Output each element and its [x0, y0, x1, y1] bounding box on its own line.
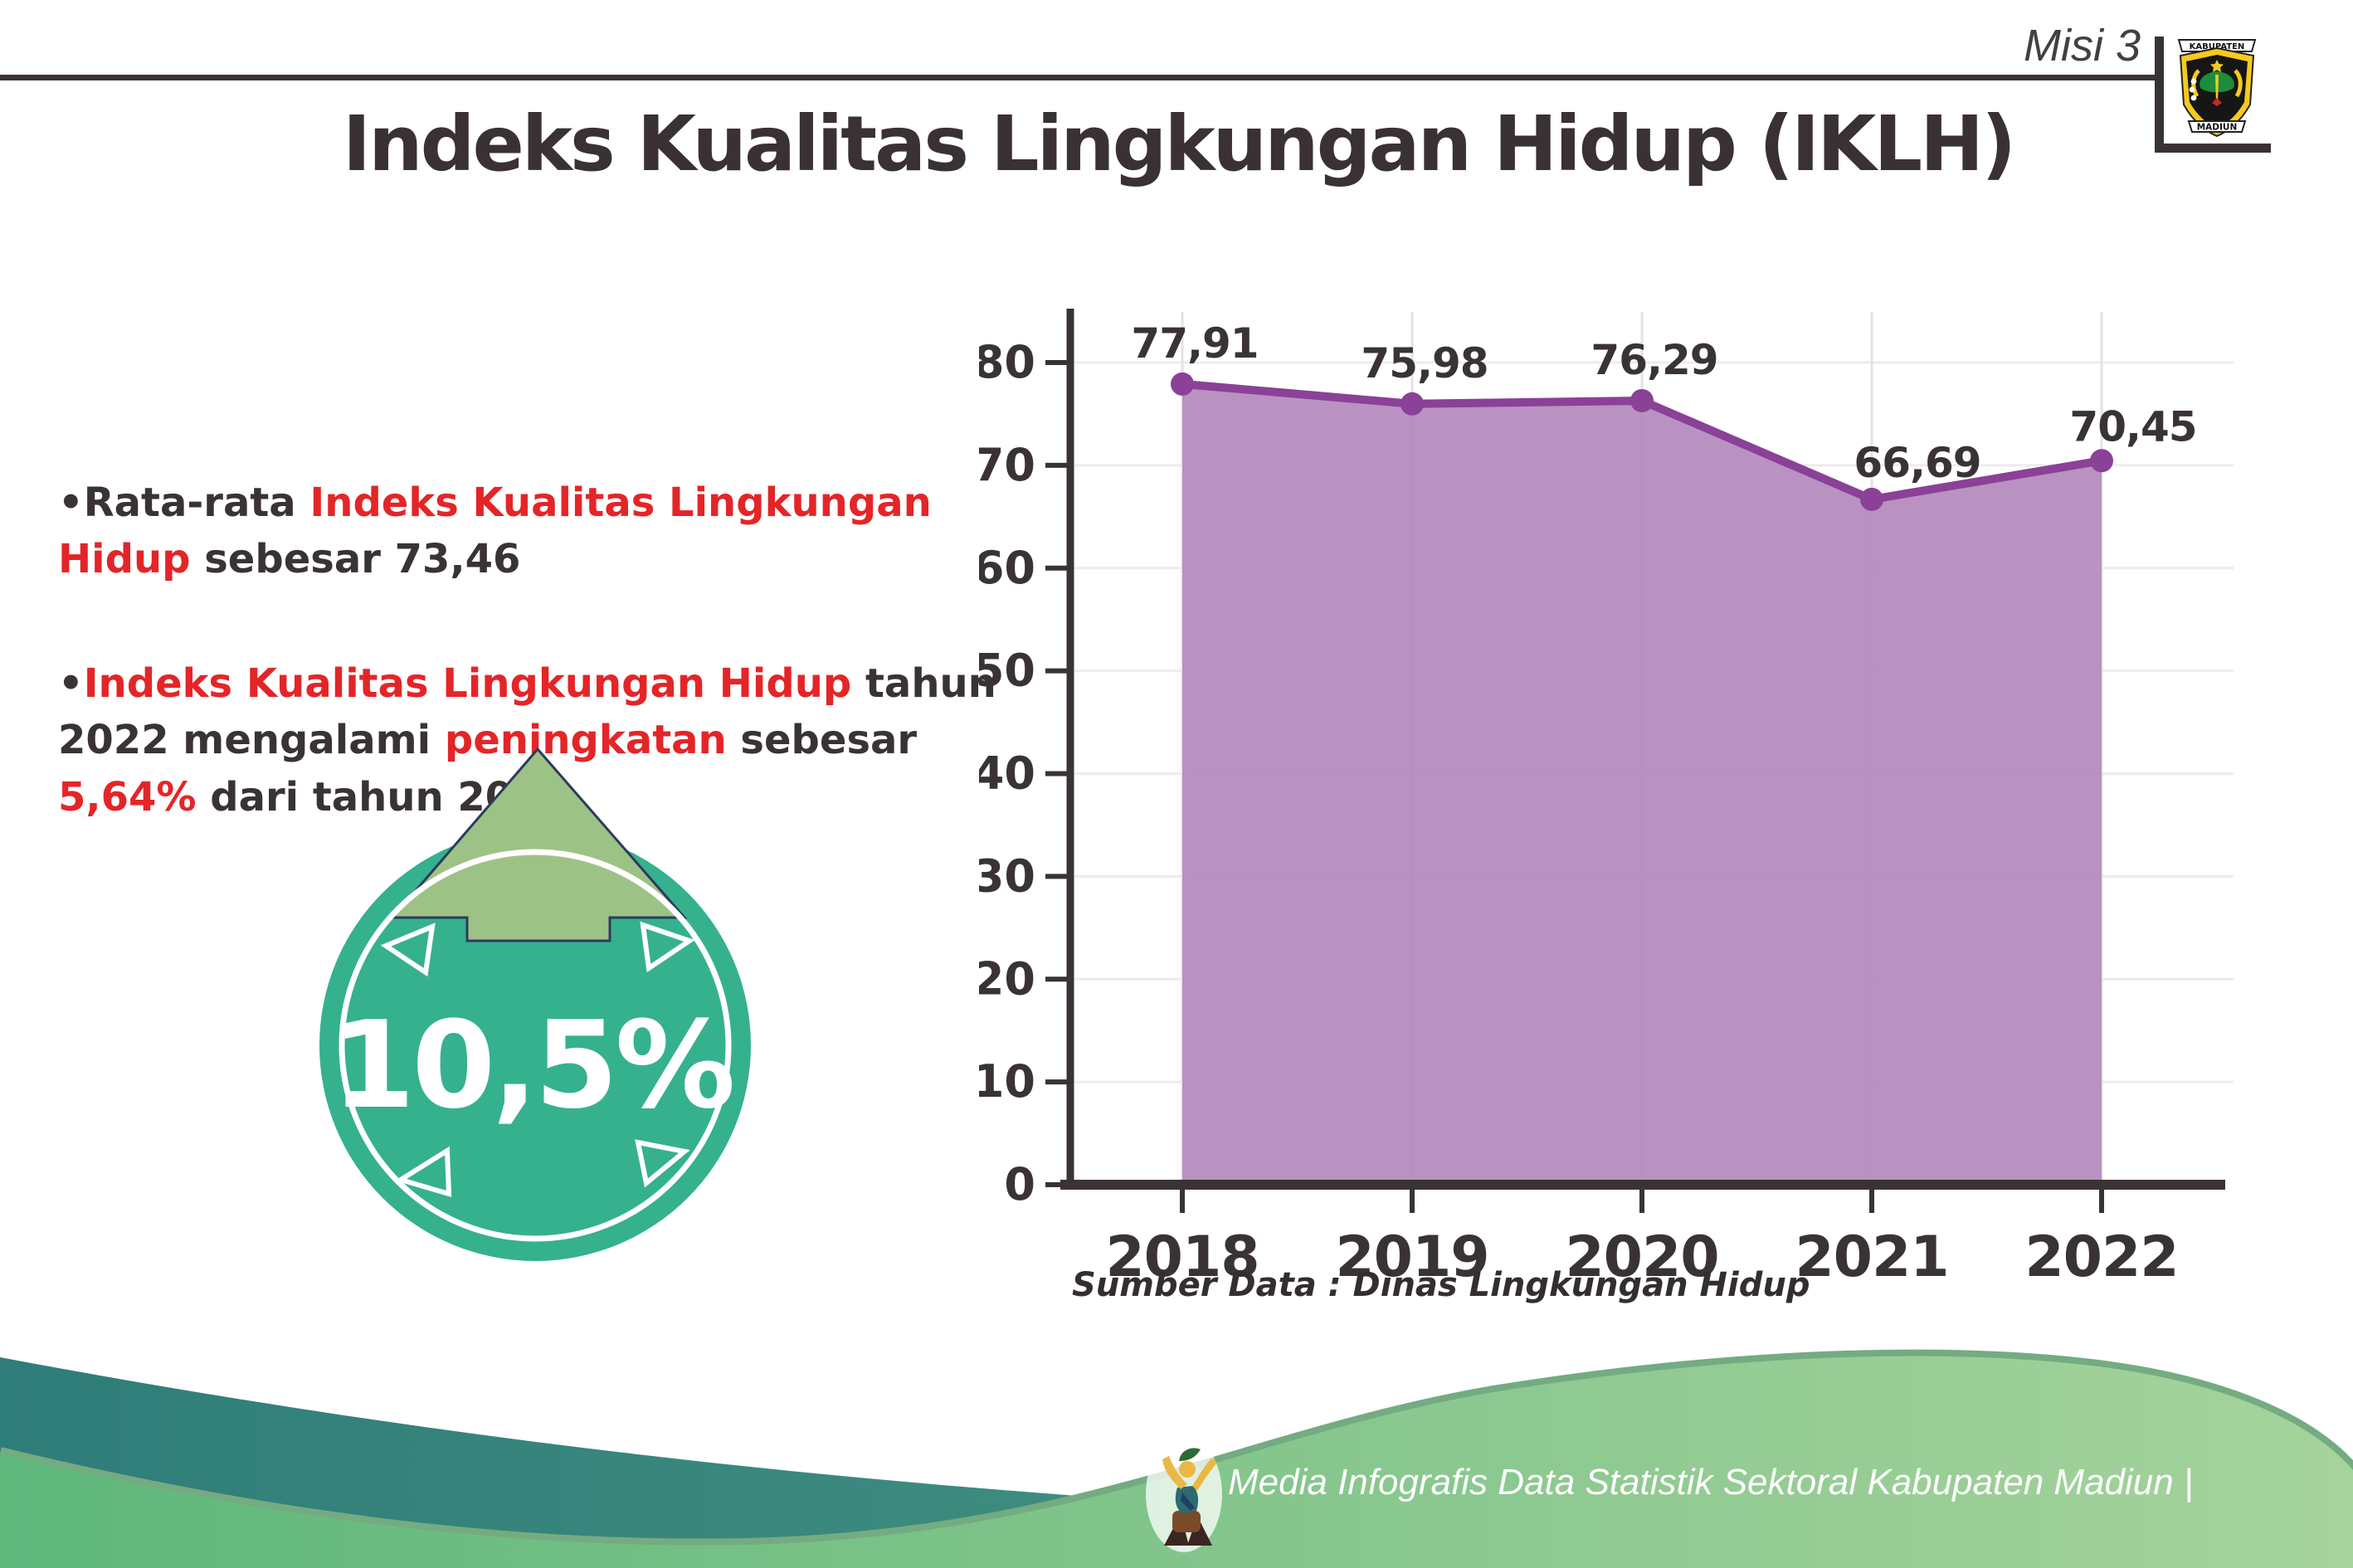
bullet-item: •Indeks Kualitas Lingkungan Hidup tahun … — [58, 655, 1021, 825]
chart-point — [2090, 449, 2113, 473]
mascot-sash-dark — [1181, 1493, 1195, 1511]
bullet-text-segment: sebesar — [726, 717, 918, 764]
mascot-icon — [1146, 1436, 1222, 1552]
footer-credit: Media Infografis Data Statistik Sektoral… — [1228, 1462, 2194, 1502]
y-tick-label: 20 — [979, 952, 1035, 1005]
x-tick-label: 2018 — [1105, 1225, 1259, 1290]
mascot-drum — [1172, 1511, 1201, 1532]
badge-inner-ring — [339, 849, 732, 1242]
y-tick-label: 70 — [979, 439, 1035, 491]
y-tick-label: 60 — [979, 542, 1035, 594]
bullet-dot: • — [58, 660, 84, 708]
y-tick-label: 80 — [979, 336, 1035, 388]
increase-badge: 10,5% — [319, 747, 751, 1261]
iklh-area-chart: 0 10 20 30 40 50 60 70 80 2018 2019 2020 2021 2022 77,… — [979, 309, 2234, 1304]
logo-bottom-text: MADIUN — [2197, 123, 2238, 133]
logo-cotton-dot — [2190, 95, 2197, 101]
data-value-label: 76,29 — [1591, 336, 1717, 384]
chart-point — [1401, 392, 1424, 416]
misi-label: Misi 3 — [2023, 21, 2141, 71]
chart-area — [1182, 383, 2102, 1185]
badge-tick-nw — [380, 923, 436, 977]
logo-frame-vertical — [2155, 37, 2164, 153]
kabupaten-madiun-logo: KABUPATEN MADIUN — [2177, 39, 2257, 138]
logo-top-text: KABUPATEN — [2190, 42, 2245, 51]
badge-tick-se — [635, 1139, 690, 1188]
chart-point — [1171, 372, 1194, 396]
y-tick-label: 0 — [1004, 1158, 1035, 1210]
y-tick-label: 10 — [979, 1055, 1035, 1108]
badge-tick-sw — [394, 1146, 452, 1198]
x-tick-label: 2020 — [1565, 1225, 1718, 1290]
up-arrow-icon — [389, 747, 688, 942]
chart-point — [1630, 388, 1654, 412]
badge-value: 10,5% — [331, 996, 732, 1136]
logo-cotton-dot — [2189, 86, 2195, 93]
bullet-dot: • — [58, 480, 84, 526]
data-value-label: 75,98 — [1361, 339, 1488, 387]
bullet-text-segment: sebesar 73,46 — [190, 536, 521, 583]
y-tick-label: 30 — [979, 850, 1035, 902]
logo-star — [2210, 60, 2224, 72]
logo-top-banner — [2177, 39, 2257, 52]
green-wave — [0, 1356, 2353, 1568]
x-tick-label: 2021 — [1795, 1225, 1948, 1290]
data-value-label: 70,45 — [2069, 402, 2196, 450]
mascot-arm-right — [1192, 1458, 1217, 1491]
x-tick-label: 2019 — [1335, 1225, 1488, 1290]
header-divider-line — [0, 75, 2156, 80]
badge-tick-ne — [640, 921, 695, 973]
teal-wave — [0, 1357, 2353, 1568]
y-tick-label: 40 — [979, 747, 1035, 800]
bullet-text-segment: peningkatan — [444, 717, 727, 764]
data-value-label: 66,69 — [1854, 439, 1980, 487]
bullet-text-segment: Indeks Kualitas Lingkungan Hidup — [58, 480, 932, 583]
logo-cotton-dot — [2190, 78, 2197, 85]
logo-wing-right — [2234, 69, 2243, 98]
data-value-label: 77,91 — [1131, 319, 1258, 368]
footer-waves — [0, 1349, 2353, 1568]
mascot-head — [1179, 1461, 1196, 1478]
bullet-text-segment: Rata-rata — [83, 480, 310, 526]
mascot-arm-left — [1162, 1456, 1187, 1489]
chart-point — [1860, 487, 1883, 511]
bullet-item: •Rata-rata Indeks Kualitas Lingkungan Hi… — [58, 475, 1021, 587]
bullet-text-segment: Indeks Kualitas Lingkungan Hidup — [83, 660, 852, 708]
mascot-leaf-hat — [1179, 1448, 1201, 1461]
page-title: Indeks Kualitas Lingkungan Hidup (IKLH) — [342, 100, 2016, 188]
bullet-list: •Rata-rata Indeks Kualitas Lingkungan Hi… — [58, 475, 1021, 825]
logo-center-emblem — [2212, 98, 2222, 106]
y-tick-label: 50 — [979, 645, 1035, 697]
logo-bottom-banner — [2187, 120, 2247, 133]
bullet-text-segment: tahun 2022 mengalami — [58, 660, 996, 764]
chart-source-label: Sumber Data : Dinas Lingkungan Hidup — [1072, 1266, 1810, 1304]
bullet-text-segment: 5,64% — [58, 773, 197, 821]
logo-frame-horizontal — [2155, 144, 2271, 153]
x-tick-label: 2022 — [2024, 1225, 2178, 1290]
mascot-leg-right — [1187, 1516, 1212, 1546]
logo-spear — [2215, 75, 2219, 103]
